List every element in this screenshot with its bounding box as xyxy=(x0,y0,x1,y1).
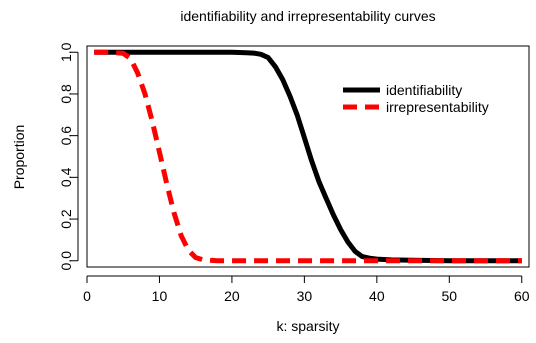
x-tick-label: 0 xyxy=(83,288,91,304)
x-axis-label: k: sparsity xyxy=(276,318,339,334)
y-axis-label: Proportion xyxy=(11,125,27,190)
series-layer xyxy=(94,49,522,264)
legend: identifiability irrepresentability xyxy=(343,82,489,115)
x-tick-label: 60 xyxy=(514,288,530,304)
chart-title: identifiability and irrepresentability c… xyxy=(180,8,435,24)
plot-frame xyxy=(86,45,530,268)
x-tick-label: 40 xyxy=(369,288,385,304)
x-tick-label: 50 xyxy=(442,288,458,304)
y-tick-label: 0.0 xyxy=(58,251,74,271)
series-line-identifiability xyxy=(94,49,522,264)
y-tick-label: 0.6 xyxy=(58,126,74,146)
x-tick-label: 30 xyxy=(297,288,313,304)
x-tick-label: 10 xyxy=(152,288,168,304)
y-tick-label: 0.8 xyxy=(58,84,74,104)
y-tick-label: 1.0 xyxy=(58,42,74,62)
legend-label-identifiability: identifiability xyxy=(386,82,462,98)
x-tick-label: 20 xyxy=(224,288,240,304)
y-tick-label: 0.4 xyxy=(58,167,74,187)
series-line-irrepresentability xyxy=(94,49,522,264)
legend-label-irrepresentability: irrepresentability xyxy=(386,99,489,115)
y-tick-label: 0.2 xyxy=(58,209,74,229)
x-axis: 0 10 20 30 40 50 60 xyxy=(83,275,530,304)
y-axis: 0.0 0.2 0.4 0.6 0.8 1.0 xyxy=(58,42,79,271)
